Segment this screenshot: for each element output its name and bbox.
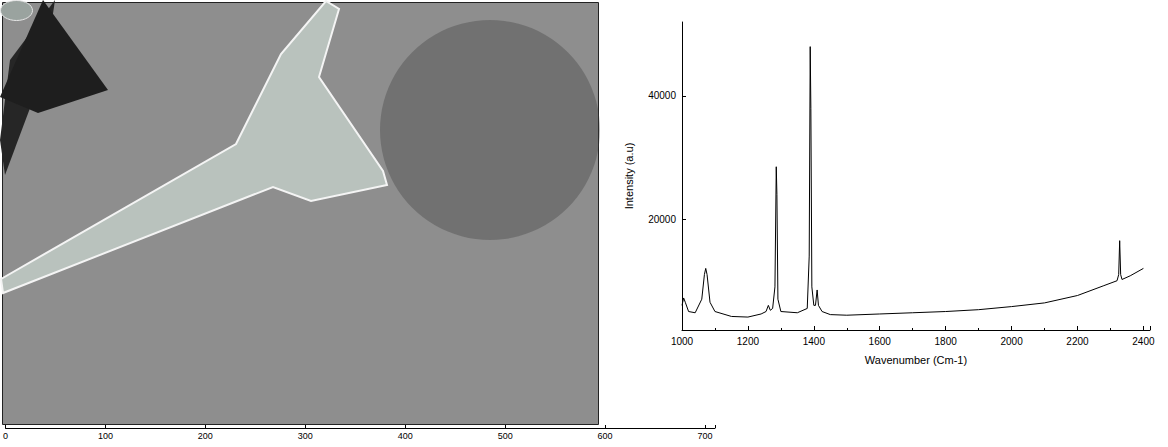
svg-text:1600: 1600 (869, 336, 892, 347)
svg-text:0: 0 (3, 431, 8, 441)
svg-text:200: 200 (198, 431, 213, 441)
svg-text:20000: 20000 (648, 214, 676, 225)
svg-text:1000: 1000 (671, 336, 694, 347)
svg-text:40000: 40000 (648, 90, 676, 101)
svg-text:500: 500 (498, 431, 513, 441)
svg-text:100: 100 (98, 431, 113, 441)
svg-text:2000: 2000 (1000, 336, 1023, 347)
svg-text:Intensity (a.u): Intensity (a.u) (623, 143, 635, 210)
svg-text:1200: 1200 (737, 336, 760, 347)
svg-text:2400: 2400 (1132, 336, 1155, 347)
svg-text:700: 700 (697, 431, 712, 441)
svg-text:Wavenumber (Cm-1): Wavenumber (Cm-1) (865, 354, 967, 366)
svg-text:1800: 1800 (935, 336, 958, 347)
svg-text:2200: 2200 (1066, 336, 1089, 347)
svg-text:1400: 1400 (803, 336, 826, 347)
svg-text:300: 300 (298, 431, 313, 441)
svg-text:400: 400 (398, 431, 413, 441)
svg-text:600: 600 (598, 431, 613, 441)
